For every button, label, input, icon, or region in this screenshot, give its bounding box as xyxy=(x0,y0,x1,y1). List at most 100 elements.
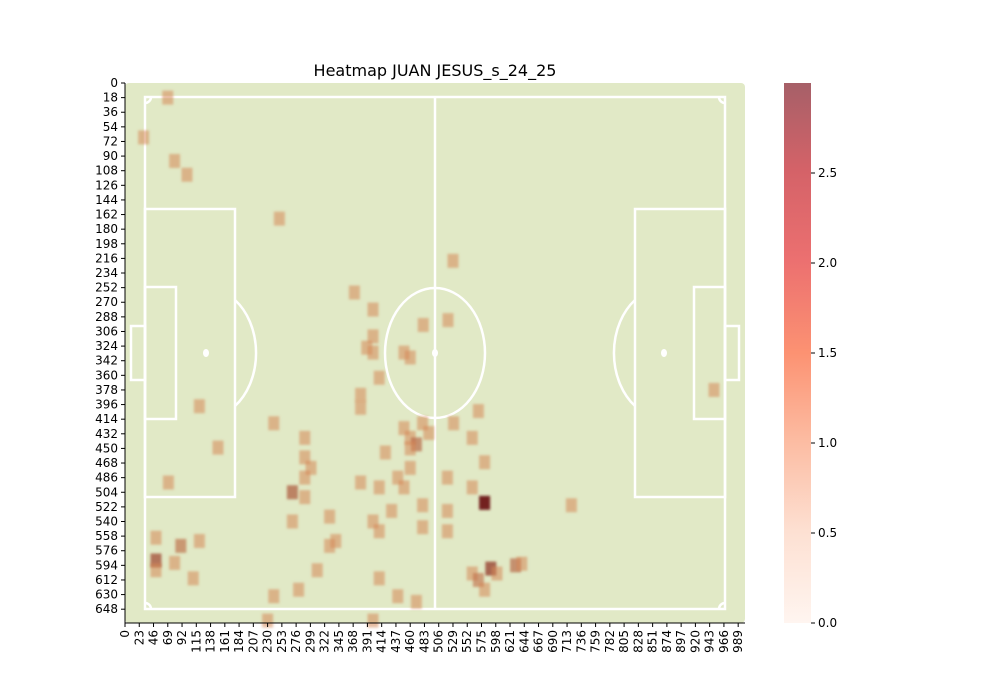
heat-cell xyxy=(386,503,398,518)
y-tick-label: 522 xyxy=(95,500,118,514)
y-tick-label: 306 xyxy=(95,324,118,338)
x-tick-label: 713 xyxy=(560,630,574,653)
y-tick-label: 378 xyxy=(95,383,118,397)
y-tick-label: 396 xyxy=(95,398,118,412)
y-tick-label: 360 xyxy=(95,368,118,382)
heat-cell xyxy=(404,441,416,456)
x-tick-label: 184 xyxy=(232,630,246,653)
y-tick-label: 342 xyxy=(95,354,118,368)
x-tick-label: 782 xyxy=(603,630,617,653)
heat-cell xyxy=(472,404,484,419)
chart-title: Heatmap JUAN JESUS_s_24_25 xyxy=(314,61,557,81)
heat-cell xyxy=(367,345,379,360)
y-tick-label: 594 xyxy=(95,558,118,572)
y-tick-label: 252 xyxy=(95,281,118,295)
heat-cell xyxy=(293,582,305,597)
heat-cell xyxy=(181,167,193,182)
heat-cell xyxy=(485,561,497,576)
heat-cell xyxy=(268,589,280,604)
heat-cell xyxy=(441,524,453,539)
x-tick-label: 414 xyxy=(375,630,389,653)
heat-cell xyxy=(479,455,491,470)
y-tick-label: 144 xyxy=(95,193,118,207)
corner-arc-tl xyxy=(144,96,153,105)
x-tick-label: 161 xyxy=(218,630,232,653)
heat-cell xyxy=(491,566,503,581)
y-tick-label: 576 xyxy=(95,544,118,558)
y-tick-label: 234 xyxy=(95,266,118,280)
heat-cell xyxy=(373,370,385,385)
y-tick-label: 162 xyxy=(95,208,118,222)
heat-cell xyxy=(404,430,416,445)
heat-cell xyxy=(448,416,460,431)
right-penalty-spot xyxy=(661,349,667,357)
x-tick-label: 943 xyxy=(703,630,717,653)
colorbar xyxy=(784,83,811,623)
heat-cell xyxy=(417,317,429,332)
corner-arc-tr xyxy=(717,96,726,105)
heat-cell xyxy=(417,416,429,431)
y-tick-label: 18 xyxy=(103,91,118,105)
corner-arc-bl xyxy=(144,601,153,610)
heat-cell xyxy=(169,153,181,168)
x-tick-label: 115 xyxy=(189,630,203,653)
y-tick-label: 36 xyxy=(103,105,118,119)
x-tick-label: 690 xyxy=(546,630,560,653)
heat-cell xyxy=(311,563,323,578)
heat-cell xyxy=(162,90,174,105)
y-axis-ticks: 0183654729010812614416218019821623425227… xyxy=(95,76,125,616)
x-tick-label: 299 xyxy=(303,630,317,653)
x-tick-label: 598 xyxy=(489,630,503,653)
x-tick-label: 207 xyxy=(246,630,260,653)
left-penalty-arc xyxy=(234,299,258,407)
heat-cell xyxy=(565,498,577,513)
heat-cell xyxy=(169,555,181,570)
heat-cell xyxy=(361,340,373,355)
heat-cell xyxy=(150,530,162,545)
heat-cell xyxy=(373,571,385,586)
x-tick-label: 322 xyxy=(318,630,332,653)
y-tick-label: 0 xyxy=(110,76,118,90)
colorbar-ticks: 0.0 0.5 1.0 1.5 2.0 2.5 xyxy=(811,166,837,630)
y-tick-label: 558 xyxy=(95,529,118,543)
y-tick-label: 180 xyxy=(95,222,118,236)
heat-cell xyxy=(417,498,429,513)
y-tick-label: 540 xyxy=(95,514,118,528)
x-tick-label: 138 xyxy=(204,630,218,653)
x-tick-label: 345 xyxy=(332,630,346,653)
pitch-lines xyxy=(129,95,741,611)
x-tick-label: 483 xyxy=(417,630,431,653)
y-tick-label: 414 xyxy=(95,412,118,426)
heat-cell xyxy=(423,425,435,440)
heat-cell xyxy=(379,445,391,460)
right-goal xyxy=(723,324,741,382)
heat-cell xyxy=(355,475,367,490)
heat-cell xyxy=(286,485,298,500)
heat-cell xyxy=(410,437,422,452)
heat-cell xyxy=(367,302,379,317)
heat-cell xyxy=(417,520,429,535)
x-tick-label: 874 xyxy=(660,630,674,653)
x-tick-label: 667 xyxy=(532,630,546,653)
x-tick-label: 253 xyxy=(275,630,289,653)
y-tick-label: 198 xyxy=(95,237,118,251)
center-spot xyxy=(432,349,438,357)
heat-cell xyxy=(324,538,336,553)
heat-cell xyxy=(193,399,205,414)
colorbar-tick-label: 2.5 xyxy=(818,166,837,180)
x-tick-label: 805 xyxy=(617,630,631,653)
heat-cell xyxy=(479,582,491,597)
heat-cell xyxy=(367,514,379,529)
heat-cell xyxy=(466,430,478,445)
y-tick-label: 630 xyxy=(95,588,118,602)
heat-cells xyxy=(138,90,720,628)
x-tick-label: 46 xyxy=(147,630,161,645)
colorbar-tick-label: 0.0 xyxy=(818,616,837,630)
heat-cell xyxy=(175,538,187,553)
colorbar-tick-label: 1.5 xyxy=(818,346,837,360)
heat-cell xyxy=(150,553,162,568)
y-tick-label: 54 xyxy=(103,120,118,134)
y-tick-label: 450 xyxy=(95,441,118,455)
heat-cell xyxy=(299,450,311,465)
